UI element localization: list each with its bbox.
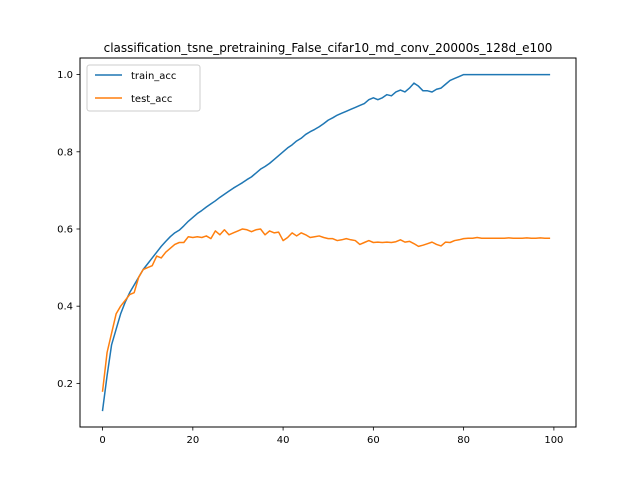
x-axis: 0 20 40 60 80 100	[99, 427, 563, 446]
y-tick-label: 1.0	[57, 70, 73, 81]
plot-area	[101, 73, 551, 412]
chart-title: classification_tsne_pretraining_False_ci…	[104, 41, 553, 55]
x-tick-label: 100	[544, 435, 563, 446]
x-tick-label: 40	[277, 435, 290, 446]
legend: train_acc test_acc	[86, 64, 201, 112]
series-line-train-acc	[101, 73, 551, 412]
x-tick-label: 80	[457, 435, 470, 446]
axes-frame	[79, 57, 577, 428]
y-tick-label: 0.2	[57, 379, 73, 390]
y-tick-label: 0.6	[57, 224, 73, 235]
x-tick-label: 60	[367, 435, 380, 446]
legend-label-test-acc: test_acc	[131, 94, 172, 105]
legend-box	[86, 64, 201, 112]
y-tick-label: 0.4	[57, 302, 73, 313]
legend-label-train-acc: train_acc	[131, 71, 176, 82]
y-axis: 0.2 0.4 0.6 0.8 1.0	[57, 70, 80, 390]
y-tick-label: 0.8	[57, 147, 73, 158]
x-tick-label: 20	[186, 435, 199, 446]
series-line-test-acc	[101, 228, 551, 392]
x-tick-label: 0	[99, 435, 105, 446]
